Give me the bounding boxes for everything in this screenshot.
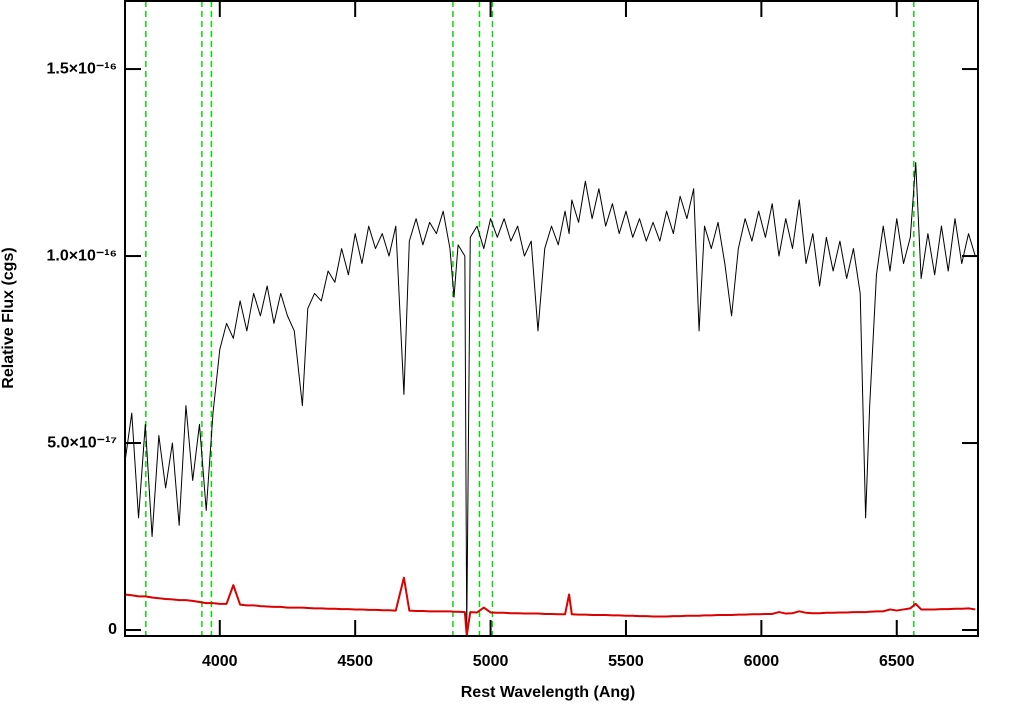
y-tick-label: 5.0×10⁻¹⁷ [47,434,117,451]
x-tick-label: 4500 [337,653,373,670]
x-axis-label: Rest Wavelength (Ang) [461,684,636,701]
spectrum-line [124,162,976,631]
x-tick-label: 6000 [744,653,780,670]
y-tick-label: 0 [108,621,117,638]
x-tick-label: 5000 [473,653,509,670]
y-axis-label: Relative Flux (cgs) [0,247,17,388]
spectrum-line [124,576,976,637]
x-tick-label: 5500 [608,653,644,670]
y-tick-label: 1.5×10⁻¹⁶ [46,60,117,77]
x-tick-label: 6500 [879,653,915,670]
x-tick-label: 4000 [202,653,238,670]
y-tick-label: 1.0×10⁻¹⁶ [46,247,117,264]
plot-frame [124,0,979,637]
